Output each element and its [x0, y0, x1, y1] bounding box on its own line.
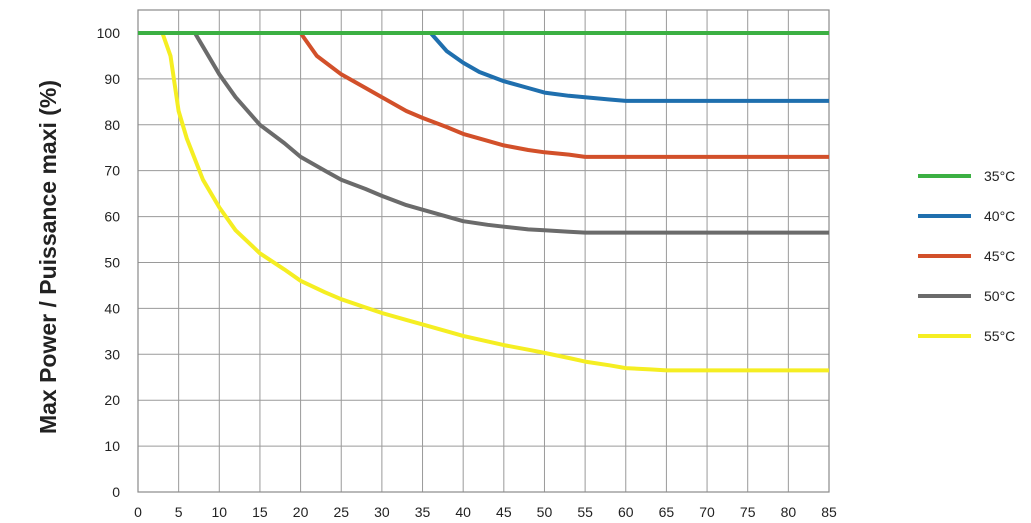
series-line-55C: [138, 31, 829, 373]
x-axis-ticks: 0 5 10 15 20 25 30 35 40 45 50 55 60 65 70 75 80 85: [134, 504, 837, 520]
legend-item: 55°C: [918, 328, 1015, 344]
x-tick-label: 5: [175, 504, 183, 520]
y-tick-label: 30: [104, 346, 120, 362]
legend-label: 40°C: [984, 208, 1015, 224]
legend-label: 35°C: [984, 168, 1015, 184]
y-axis-ticks: 0 10 20 30 40 50 60 70 80 90 100: [97, 25, 121, 500]
x-tick-label: 50: [537, 504, 553, 520]
x-tick-label: 65: [659, 504, 675, 520]
legend-item: 50°C: [918, 288, 1015, 304]
x-tick-label: 45: [496, 504, 512, 520]
x-tick-label: 55: [577, 504, 593, 520]
plot-frame: [137, 9, 830, 493]
legend-label: 45°C: [984, 248, 1015, 264]
legend-label: 50°C: [984, 288, 1015, 304]
legend-label: 55°C: [984, 328, 1015, 344]
x-tick-label: 35: [415, 504, 431, 520]
legend-item: 40°C: [918, 208, 1015, 224]
y-tick-label: 10: [104, 438, 120, 454]
y-tick-label: 40: [104, 300, 120, 316]
x-tick-label: 75: [740, 504, 756, 520]
x-tick-label: 80: [781, 504, 797, 520]
series-line-45C: [138, 31, 829, 159]
y-tick-label: 90: [104, 71, 120, 87]
x-tick-label: 40: [455, 504, 471, 520]
x-tick-label: 10: [212, 504, 228, 520]
x-tick-label: 60: [618, 504, 634, 520]
legend-item: 35°C: [918, 168, 1015, 184]
y-tick-label: 20: [104, 392, 120, 408]
series-line-50C: [138, 31, 829, 235]
y-tick-label: 100: [97, 25, 121, 41]
x-tick-label: 25: [333, 504, 349, 520]
x-tick-label: 85: [821, 504, 837, 520]
x-tick-label: 30: [374, 504, 390, 520]
x-tick-label: 70: [699, 504, 715, 520]
y-tick-label: 70: [104, 163, 120, 179]
legend-item: 45°C: [918, 248, 1015, 264]
legend: 35°C 40°C 45°C 50°C 55°C: [918, 168, 1015, 344]
y-tick-label: 80: [104, 117, 120, 133]
y-tick-label: 50: [104, 254, 120, 270]
y-axis-label: Max Power / Puissance maxi (%): [35, 80, 61, 434]
series-line-40C: [138, 31, 829, 103]
y-tick-label: 60: [104, 209, 120, 225]
series-lines: [138, 31, 829, 373]
plot-grid: [138, 10, 829, 492]
y-tick-label: 0: [112, 484, 120, 500]
x-tick-label: 20: [293, 504, 309, 520]
x-tick-label: 15: [252, 504, 268, 520]
x-tick-label: 0: [134, 504, 142, 520]
